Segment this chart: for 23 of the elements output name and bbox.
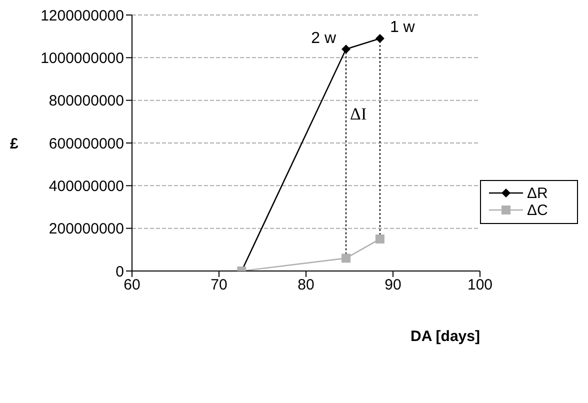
y-tick-label: 1000000000 <box>40 50 124 67</box>
y-tick-label: 800000000 <box>48 92 124 110</box>
y-tick-label: 0 <box>116 263 124 280</box>
annotation: 2 w <box>311 30 336 47</box>
point <box>375 34 384 43</box>
y-tick-label: 600000000 <box>48 135 124 152</box>
point <box>375 234 384 244</box>
ref-line-label: ΔI <box>350 104 367 124</box>
x-tick-label: 90 <box>384 276 402 294</box>
point <box>342 254 351 263</box>
y-tick-label: 1200000000 <box>40 7 124 24</box>
legend-label: ΔR <box>527 184 548 202</box>
y-tick-label: 200000000 <box>48 220 124 238</box>
point <box>342 44 351 54</box>
x-axis-title: DA [days] <box>410 328 480 345</box>
x-tick-label: 70 <box>210 276 228 294</box>
x-tick-label: 100 <box>467 276 493 294</box>
y-axis-title: £ <box>10 135 19 152</box>
x-tick-label: 80 <box>298 276 314 294</box>
y-tick-label: 400000000 <box>48 178 124 195</box>
legend-label: ΔC <box>527 202 548 218</box>
annotation: 1 w <box>390 19 416 36</box>
x-tick-label: 60 <box>124 276 140 294</box>
